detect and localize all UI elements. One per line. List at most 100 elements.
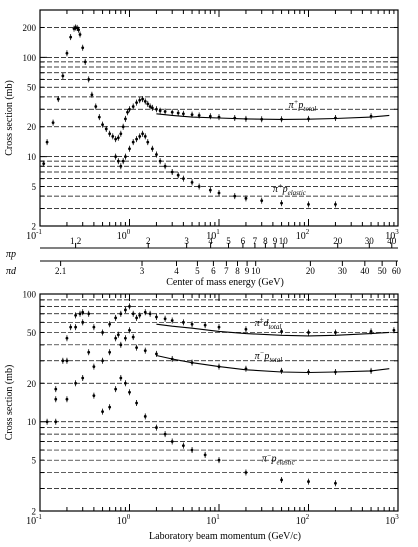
data-point [181,444,185,448]
data-point [158,109,162,113]
data-point [170,170,174,174]
data-point [74,325,78,329]
data-point [163,317,167,321]
secondary-axis-label: 5 [195,266,200,276]
data-point [190,180,194,184]
data-point [369,329,373,333]
data-point [190,113,194,117]
data-point [307,480,310,483]
data-point [87,77,91,81]
curve-annotation: π+ptotal [289,98,317,113]
data-point [108,350,112,354]
y-tick-label: 200 [23,23,37,33]
data-point [307,203,310,206]
data-point [65,397,69,401]
data-point [54,387,58,391]
secondary-axis-label: 9 [245,266,250,276]
data-point [244,327,248,331]
x-tick-label: 103 [385,228,399,242]
x-axis-label: Center of mass energy (GeV) [166,277,284,288]
data-point [155,153,158,156]
secondary-axis-name: πd [6,266,17,277]
data-point [208,188,212,192]
data-point [280,329,283,333]
secondary-axis-label: 60 [392,266,402,276]
y-tick-label: 10 [27,417,37,427]
data-point [108,405,112,409]
bottom-panel-chart: 10-1 100 101 102 103 2 5 10 20 50 100 Cross sectio… [4,290,399,543]
data-point [135,401,138,405]
data-point [170,440,174,443]
data-point [78,33,82,36]
data-point [244,196,248,200]
data-point [143,310,147,314]
secondary-axis-label: 6 [241,236,246,246]
data-point [124,381,127,385]
data-point [54,397,58,401]
data-point [104,127,108,131]
secondary-axis-label: 8 [263,236,268,246]
y-tick-label: 50 [27,83,37,93]
data-point [138,98,142,102]
data-point [158,159,162,163]
data-point [101,359,104,363]
y-tick-label: 20 [27,122,37,132]
data-point [143,349,147,353]
x-tick-label: 103 [385,513,399,527]
data-point [307,331,310,334]
data-point [203,453,207,457]
data-point [128,390,131,394]
data-point [163,110,167,113]
secondary-axis-label: 5 [226,236,231,246]
secondary-axis-label: 10 [251,266,261,276]
data-point [119,376,123,380]
x-tick-label: 10-1 [26,228,42,242]
data-point [176,173,180,177]
data-point [61,359,65,363]
data-point [203,323,207,327]
secondary-axis-label: 40 [387,236,397,246]
data-point [190,322,194,326]
data-point [260,199,264,203]
secondary-axis-label: 30 [338,266,348,276]
data-point [280,478,283,482]
y-tick-label: 2 [32,222,37,232]
data-point [181,320,185,324]
data-point [42,162,46,166]
data-point [141,97,144,101]
secondary-axis-label: 3 [140,266,145,276]
data-point [74,381,78,385]
data-point [138,134,142,138]
data-point [124,336,127,340]
data-point [114,387,118,391]
data-point [131,105,135,108]
data-point [92,365,96,369]
data-point [81,46,85,50]
data-point [181,112,185,116]
data-point [65,336,69,340]
secondary-axis-label: 1.2 [70,236,81,246]
data-point [121,125,125,129]
data-point [170,110,174,114]
data-point [131,312,135,316]
x-tick-label: 102 [296,513,310,527]
secondary-axis-label: 3 [184,236,189,246]
secondary-axis-label: 2.1 [55,266,66,276]
data-point [141,132,144,136]
data-point [94,105,98,108]
y-tick-label: 5 [32,182,37,192]
secondary-axis-label: 8 [235,266,240,276]
y-tick-label: 10 [27,152,37,162]
data-point [233,194,237,198]
data-point [56,97,60,101]
secondary-axis-name: πp [6,249,16,260]
x-tick-label: 101 [206,228,220,242]
data-point [155,315,158,319]
data-point [116,333,120,337]
data-point [135,137,138,141]
data-point [119,132,123,136]
data-point [45,140,49,144]
data-point [280,201,283,205]
secondary-axis-label: 40 [360,266,370,276]
